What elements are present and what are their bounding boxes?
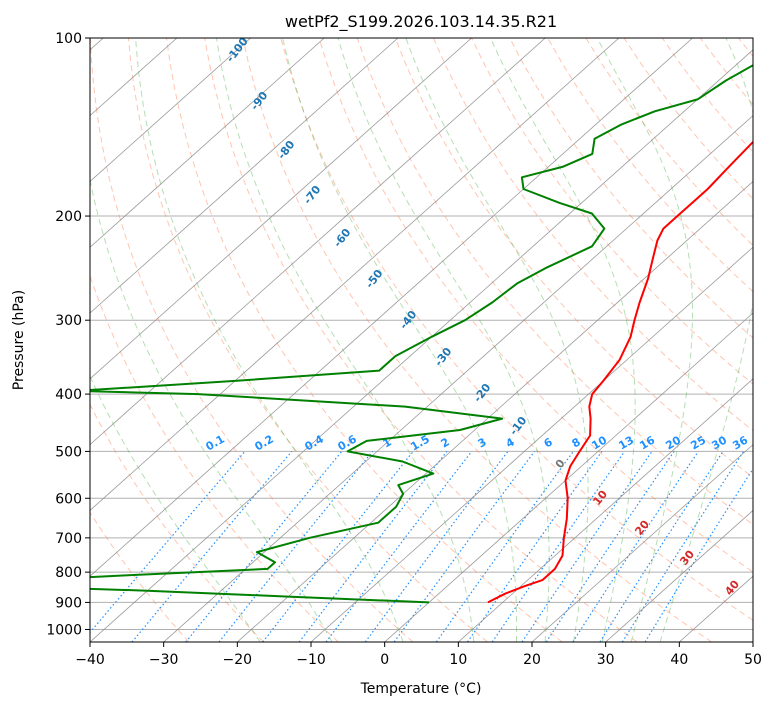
- isotherm-line: [90, 38, 546, 446]
- dry-adiabat: [127, 38, 488, 642]
- x-tick-label: 10: [449, 652, 467, 668]
- mixing-ratio-line: [521, 451, 653, 642]
- isotherm-line: [163, 115, 753, 642]
- x-tick-label: 40: [670, 652, 688, 668]
- dry-adiabat: [204, 38, 638, 642]
- dry-adiabat: [280, 38, 753, 621]
- isotherm-line: [237, 180, 753, 642]
- y-tick-label: 800: [55, 565, 82, 581]
- mixing-ratio-lines: [90, 451, 753, 642]
- isotherm-line: [458, 378, 753, 642]
- y-tick-label: 600: [55, 491, 82, 507]
- y-tick-label: 500: [55, 444, 82, 460]
- dry-adiabat: [166, 38, 563, 642]
- mixing-ratio-line: [467, 451, 603, 642]
- y-tick-label: 200: [55, 209, 82, 225]
- x-axis-title: Temperature (°C): [360, 681, 482, 697]
- mixing-ratio-line: [435, 451, 574, 642]
- x-tick-label: 30: [597, 652, 615, 668]
- mixing-ratio-line: [545, 451, 675, 642]
- x-tick-label: 50: [744, 652, 762, 668]
- dewpoint-profile: [90, 64, 753, 604]
- dry-adiabat: [547, 38, 753, 293]
- y-tick-label: 1000: [46, 622, 82, 638]
- dry-adiabat: [432, 38, 753, 432]
- sounding-profiles: [90, 64, 753, 604]
- isotherm-lines: [90, 38, 753, 642]
- dry-adiabat: [356, 38, 753, 526]
- moist-adiabat: [659, 38, 753, 642]
- dry-adiabat: [90, 274, 339, 642]
- mixing-ratio-line: [218, 451, 374, 642]
- dry-adiabat: [90, 511, 190, 642]
- x-tick-label: 0: [380, 652, 389, 668]
- y-tick-label: 400: [55, 387, 82, 403]
- isotherm-line: [90, 38, 472, 380]
- y-tick-label: 700: [55, 531, 82, 547]
- mixing-ratio-line: [185, 451, 343, 642]
- moist-adiabat: [596, 38, 693, 642]
- moist-adiabat: [490, 38, 636, 642]
- moist-adiabat: [216, 38, 475, 642]
- plot-frame: [89, 37, 754, 643]
- x-tick-label: −20: [223, 652, 253, 668]
- isotherm-line: [90, 38, 251, 182]
- isotherm-line: [310, 246, 753, 642]
- dry-adiabat: [394, 38, 753, 478]
- mixing-ratio-line: [599, 451, 724, 642]
- y-tick-label: 300: [55, 313, 82, 329]
- y-axis-title: Pressure (hPa): [11, 290, 27, 390]
- isotherm-line: [531, 444, 753, 642]
- temperature-profile: [487, 140, 753, 604]
- x-tick-label: 20: [523, 652, 541, 668]
- moist-adiabat: [90, 177, 333, 642]
- y-tick-label: 900: [55, 595, 82, 611]
- dry-adiabat: [471, 38, 753, 385]
- isotherm-line: [90, 38, 620, 511]
- mixing-ratio-line: [572, 451, 699, 642]
- chart-title: wetPf2_S199.2026.103.14.35.R21: [285, 12, 557, 32]
- moist-adiabat: [90, 375, 261, 642]
- y-tick-label: 100: [55, 31, 82, 47]
- mixing-ratio-line: [325, 451, 473, 642]
- isotherm-line: [90, 38, 399, 314]
- isotherm-line: [605, 509, 753, 642]
- mixing-ratio-line: [644, 467, 753, 642]
- mixing-ratio-line: [491, 451, 626, 642]
- isotherm-line: [384, 312, 753, 642]
- axes: −40 −30 −20 −10 0 10 20 30 40 50 100 200 300 400 500 60…: [46, 31, 762, 668]
- x-tick-label: −40: [75, 652, 105, 668]
- moist-adiabat: [282, 38, 518, 642]
- dry-adiabat: [509, 38, 753, 339]
- isotherm-line: [90, 38, 693, 577]
- moist-adiabat: [337, 38, 550, 642]
- dry-adiabat: [242, 38, 712, 642]
- isotherm-line: [90, 49, 753, 642]
- isotherm-line: [90, 38, 325, 248]
- x-tick-label: −10: [296, 652, 326, 668]
- x-tick-label: −30: [149, 652, 179, 668]
- moist-adiabat: [405, 38, 589, 642]
- mixing-ratio-line: [364, 451, 509, 642]
